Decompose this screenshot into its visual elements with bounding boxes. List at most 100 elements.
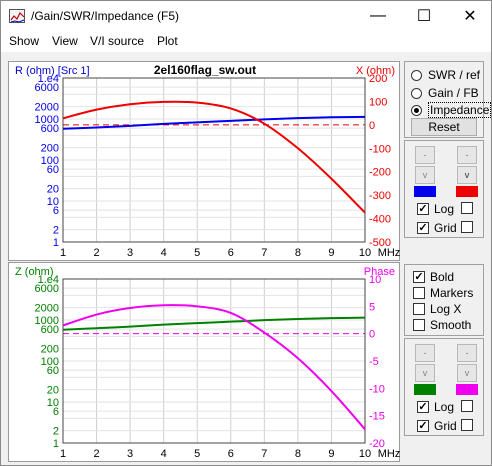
top-grid-checkbox[interactable] [417, 222, 429, 234]
bottom-grid2-checkbox[interactable] [461, 419, 473, 431]
top-log-check[interactable]: Log [417, 202, 454, 216]
right-axis-label: Phase [364, 266, 395, 278]
right-scale-up-button[interactable]: - [457, 146, 477, 164]
bottom-log-label: Log [434, 400, 455, 414]
x-tick-label: 9 [328, 448, 334, 460]
x-tick-label: 7 [261, 448, 267, 460]
maximize-button[interactable]: ☐ [416, 8, 432, 25]
right-scale-up-button[interactable]: - [457, 344, 477, 362]
menu-vi-source[interactable]: V/I source [90, 34, 145, 48]
menu-view[interactable]: View [52, 34, 78, 48]
left-scale-up-button[interactable]: - [415, 146, 435, 164]
left-tick-label: 60 [47, 164, 59, 176]
left-tick-label: 60 [47, 365, 59, 377]
radio-gain[interactable]: Gain / FB [411, 86, 479, 100]
left-tick-label: 10 [47, 397, 59, 409]
option-smooth[interactable]: Smooth [413, 318, 471, 332]
bottom-grid-label: Grid [434, 419, 457, 433]
chart-title: 2el160flag_sw.out [154, 63, 256, 77]
smooth-checkbox[interactable] [413, 319, 425, 331]
top-grid2-checkbox[interactable] [461, 221, 473, 233]
x-tick-label: 1 [60, 247, 66, 259]
left-tick-label: 600 [41, 324, 59, 336]
reset-button[interactable]: Reset [411, 118, 477, 136]
right-scale-down-button[interactable]: v [457, 364, 477, 382]
radio-gain-label: Gain / FB [428, 86, 479, 100]
markers-checkbox[interactable] [413, 287, 425, 299]
impedance-rx-plot[interactable]: R (ohm) [Src 1] 2el160flag_sw.out X (ohm… [8, 61, 400, 261]
top-grid-check[interactable]: Grid [417, 221, 457, 235]
plot-frame [62, 278, 366, 444]
logx-checkbox[interactable] [413, 303, 425, 315]
left-tick-label: 600 [41, 123, 59, 135]
logx-label: Log X [430, 302, 462, 316]
right-tick-label: 0 [369, 120, 375, 132]
rx-chart-svg: R (ohm) [Src 1] 2el160flag_sw.out X (ohm… [15, 63, 400, 259]
radio-impedance-circle[interactable] [411, 104, 422, 116]
impedance-zphase-plot[interactable]: Z (ohm) Phase 12345678910MHz1.e460004000… [8, 262, 400, 462]
right-tick-label: 0 [369, 329, 375, 341]
x-tick-label: 5 [194, 247, 200, 259]
radio-gain-circle[interactable] [411, 87, 422, 99]
x-tick-label: 3 [127, 448, 133, 460]
radio-impedance-label: Impedance [428, 102, 492, 118]
left-tick-label: 6 [53, 406, 59, 418]
right-color-swatch[interactable] [456, 186, 478, 197]
menu-plot[interactable]: Plot [157, 34, 178, 48]
option-markers[interactable]: Markers [413, 286, 473, 300]
x-tick-label: 5 [194, 448, 200, 460]
right-series-line [62, 100, 366, 214]
left-tick-label: 2 [53, 225, 59, 237]
left-tick-label: 200 [41, 344, 59, 356]
left-color-swatch[interactable] [414, 186, 436, 197]
left-scale-down-button[interactable]: v [415, 364, 435, 382]
x-axis-label: MHz [378, 448, 401, 460]
bottom-log-check[interactable]: Log [417, 400, 454, 414]
x-tick-label: 7 [261, 247, 267, 259]
menu-show[interactable]: Show [9, 34, 40, 48]
top-log-label: Log [434, 202, 455, 216]
left-tick-label: 200 [41, 143, 59, 155]
left-tick-label: 10 [47, 196, 59, 208]
right-color-swatch[interactable] [456, 384, 478, 395]
left-tick-label: 100 [41, 155, 59, 167]
bold-label: Bold [430, 270, 455, 284]
left-color-swatch[interactable] [414, 384, 436, 395]
top-log2-checkbox[interactable] [461, 202, 473, 214]
right-tick-label: -500 [369, 237, 391, 249]
option-bold[interactable]: Bold [413, 270, 454, 284]
left-scale-down-button[interactable]: v [415, 166, 435, 184]
option-logx[interactable]: Log X [413, 302, 461, 316]
radio-swr-circle[interactable] [411, 69, 422, 81]
bottom-log2-checkbox[interactable] [461, 400, 473, 412]
x-tick-label: 9 [328, 247, 334, 259]
x-tick-label: 8 [295, 247, 301, 259]
right-series-line [62, 304, 366, 430]
right-tick-label: 5 [369, 301, 375, 313]
bottom-grid-checkbox[interactable] [417, 420, 429, 432]
left-tick-label: 1000 [35, 315, 59, 327]
left-scale-up-button[interactable]: - [415, 344, 435, 362]
bottom-grid-check[interactable]: Grid [417, 419, 457, 433]
left-tick-label: 1 [53, 237, 59, 249]
app-icon[interactable] [9, 9, 25, 23]
right-tick-label: -400 [369, 214, 391, 226]
right-scale-down-button[interactable]: v [457, 166, 477, 184]
minimize-button[interactable]: — [370, 7, 386, 24]
top-log-checkbox[interactable] [417, 203, 429, 215]
right-tick-label: -300 [369, 190, 391, 202]
smooth-label: Smooth [430, 318, 472, 332]
left-tick-label: 2000 [35, 303, 59, 315]
bottom-log-checkbox[interactable] [417, 401, 429, 413]
right-tick-label: -15 [369, 411, 385, 423]
right-tick-label: 200 [369, 73, 387, 85]
bold-checkbox[interactable] [413, 271, 425, 283]
x-tick-label: 8 [295, 448, 301, 460]
close-button[interactable]: ✕ [463, 8, 477, 25]
left-tick-label: 100 [41, 356, 59, 368]
radio-impedance[interactable]: Impedance [411, 102, 492, 118]
radio-swr[interactable]: SWR / ref [411, 68, 480, 82]
left-tick-label: 6000 [35, 82, 59, 94]
x-tick-label: 2 [93, 247, 99, 259]
top-grid-label: Grid [434, 221, 457, 235]
